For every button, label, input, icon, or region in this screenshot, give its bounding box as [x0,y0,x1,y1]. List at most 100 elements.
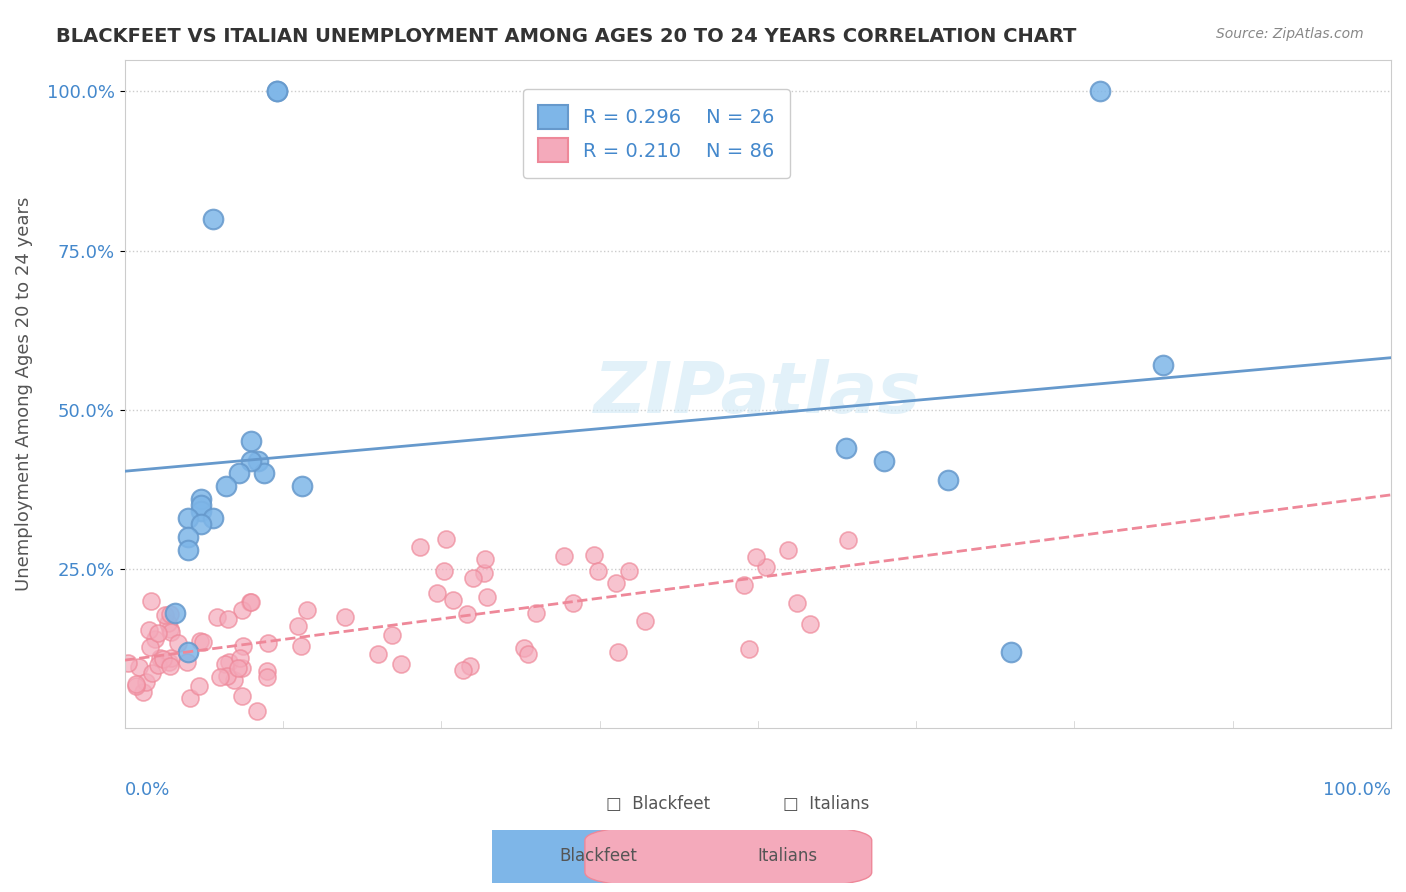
Point [1088,84,1111,98]
Point [583,548,606,562]
Point [253,467,276,481]
Point [256,636,278,650]
Point [475,591,498,605]
Point [433,565,456,579]
Point [179,690,201,705]
Point [240,595,263,609]
Point [190,504,212,518]
Point [167,636,190,650]
Point [132,685,155,699]
Point [190,498,212,512]
Point [837,533,859,547]
Text: Italians: Italians [758,847,818,865]
Point [562,596,585,610]
FancyBboxPatch shape [585,824,872,888]
Point [256,670,278,684]
Point [153,608,176,623]
Point [202,511,225,525]
Point [217,612,239,626]
Point [190,517,212,532]
Point [231,602,253,616]
Text: Blackfeet: Blackfeet [560,847,637,865]
Point [873,453,896,467]
Point [266,84,288,98]
Point [177,542,200,557]
Point [389,657,412,671]
Point [231,661,253,675]
Point [177,644,200,658]
Y-axis label: Unemployment Among Ages 20 to 24 years: Unemployment Among Ages 20 to 24 years [15,196,32,591]
Point [191,635,214,649]
Point [143,632,166,647]
Point [607,645,630,659]
Point [456,607,478,621]
Point [472,566,495,580]
Point [202,211,225,226]
Point [228,467,250,481]
Point [776,543,799,558]
Point [190,491,212,506]
Text: ZIPatlas: ZIPatlas [595,359,921,428]
Point [799,617,821,632]
Point [474,552,496,566]
Point [434,533,457,547]
Point [165,607,187,621]
Point [214,657,236,671]
Point [524,606,547,620]
Point [148,658,170,673]
Point [409,540,432,554]
Point [159,651,181,665]
Point [786,596,808,610]
Point [232,640,254,654]
Point [156,616,179,631]
Point [381,628,404,642]
Point [148,651,170,665]
Point [217,669,239,683]
Point [1152,358,1174,372]
Point [177,511,200,525]
Point [245,704,267,718]
Point [226,661,249,675]
Point [215,479,238,493]
Point [209,670,232,684]
Point [229,651,252,665]
Point [139,640,162,654]
Point [148,626,170,640]
Point [516,647,538,661]
Point [240,453,263,467]
Point [755,559,778,574]
Point [290,640,312,654]
Text: 100.0%: 100.0% [1323,781,1391,799]
Point [159,622,181,636]
Point [426,586,449,600]
Point [733,578,755,592]
Point [936,473,959,487]
Point [246,453,269,467]
Point [141,666,163,681]
Point [291,479,314,493]
Point [287,619,309,633]
Point [231,689,253,703]
Point [240,434,263,449]
Point [239,595,262,609]
Point [205,610,228,624]
Point [1000,644,1022,658]
Point [159,658,181,673]
Point [141,594,163,608]
Point [128,660,150,674]
Point [738,641,761,656]
FancyBboxPatch shape [387,824,673,888]
Point [188,633,211,648]
Text: □  Blackfeet: □ Blackfeet [606,795,710,813]
Point [256,665,278,679]
Point [619,564,641,578]
Text: □  Italians: □ Italians [783,795,869,813]
Point [157,655,180,669]
Point [159,607,181,622]
Point [367,648,389,662]
Text: 0.0%: 0.0% [125,781,170,799]
Point [553,549,575,563]
Point [125,679,148,693]
Text: Source: ZipAtlas.com: Source: ZipAtlas.com [1216,27,1364,41]
Point [441,593,464,607]
